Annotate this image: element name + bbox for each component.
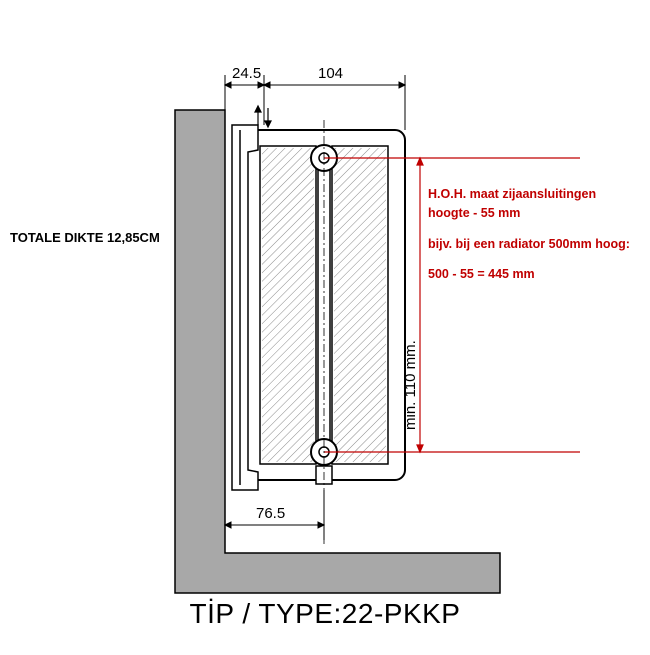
flow-arrows-icon [255, 106, 271, 127]
top-dimensions [225, 75, 405, 130]
type-label: TİP / TYPE:22-PKKP [0, 598, 650, 630]
dim-bottom: 76.5 [256, 505, 285, 522]
dim-side-min: min. 110 mm. [402, 340, 419, 430]
diagram-canvas: 24.5 104 [0, 0, 650, 650]
red-line-1: H.O.H. maat zijaansluitingen hoogte - 55… [428, 185, 638, 223]
red-annotation-block: H.O.H. maat zijaansluitingen hoogte - 55… [428, 185, 638, 296]
dim-top-right: 104 [318, 65, 343, 82]
total-thickness-label: TOTALE DIKTE 12,85CM [10, 230, 160, 245]
red-line-3: 500 - 55 = 445 mm [428, 265, 638, 284]
red-line-2: bijv. bij een radiator 500mm hoog: [428, 235, 638, 254]
dim-top-left: 24.5 [232, 65, 261, 82]
